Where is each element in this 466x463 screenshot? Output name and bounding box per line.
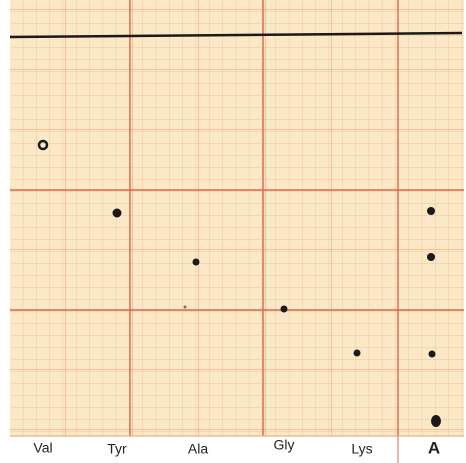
label-strip: [0, 436, 466, 463]
lane-label: Tyr: [107, 441, 127, 457]
spot: [193, 259, 200, 266]
spot: [113, 209, 122, 218]
lane-label: Lys: [351, 441, 372, 457]
lane-label: Ala: [188, 441, 208, 457]
spot: [427, 253, 435, 261]
lane-label: A: [428, 438, 440, 457]
page: {"lanes": [{"label": "Val"}, {"label": "…: [0, 0, 466, 463]
lane-label: Gly: [274, 437, 295, 453]
spot: [427, 207, 435, 215]
mid-grid: [10, 0, 464, 436]
lane-label: Val: [33, 440, 52, 456]
spot: [354, 350, 361, 357]
chromatogram: Val Tyr Ala Gly Lys A: [0, 0, 466, 463]
faint-spot: [184, 306, 187, 309]
spot: [281, 306, 288, 313]
spot: [431, 415, 441, 427]
spot: [429, 351, 436, 358]
